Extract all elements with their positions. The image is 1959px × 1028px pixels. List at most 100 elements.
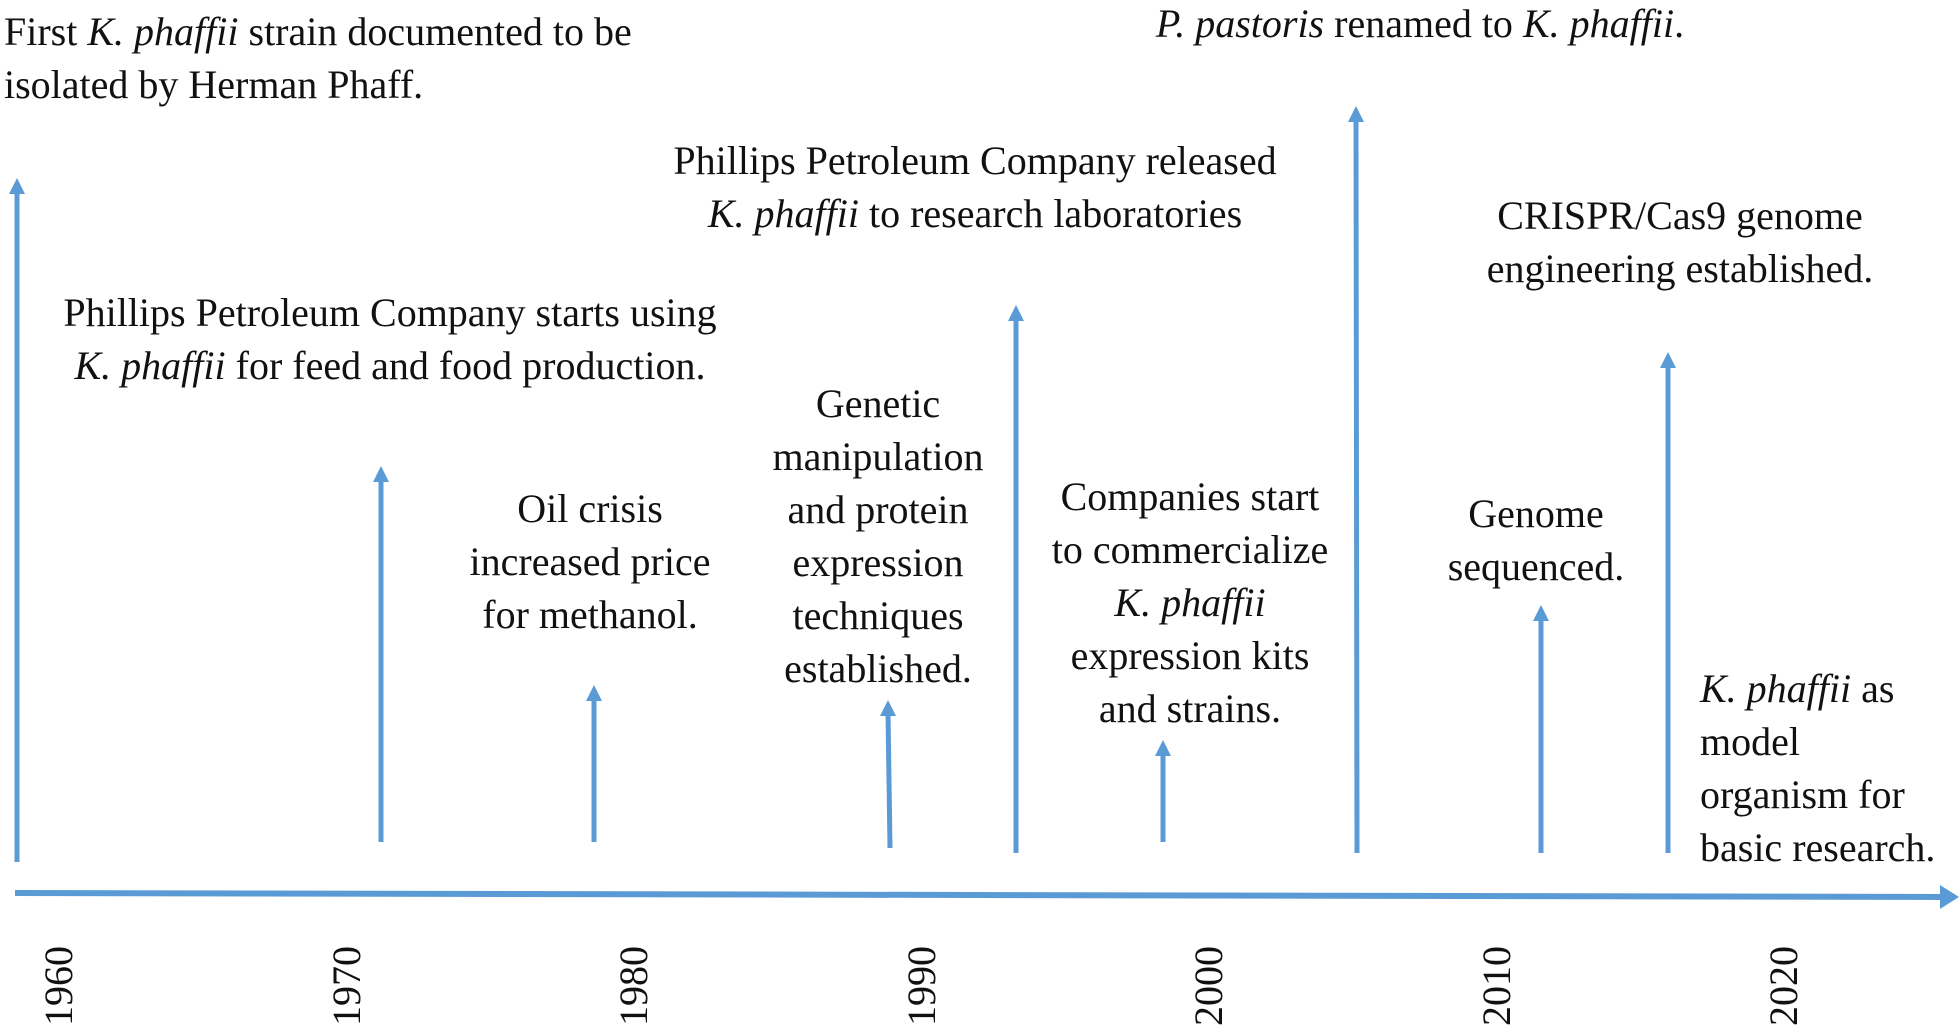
text-run: increased price bbox=[469, 539, 711, 584]
text-run: sequenced. bbox=[1447, 544, 1625, 589]
event-arrowhead-genetic-manipulation bbox=[880, 700, 896, 716]
event-arrow-genetic-manipulation bbox=[885, 711, 893, 849]
event-label-line: Companies start bbox=[1030, 470, 1350, 523]
event-arrowhead-renamed bbox=[1348, 106, 1364, 122]
event-label-line: to commercialize bbox=[1030, 523, 1350, 576]
text-run: Oil crisis bbox=[517, 486, 663, 531]
event-label-crispr: CRISPR/Cas9 genome engineering establishe… bbox=[1460, 189, 1900, 295]
event-label-line: K. phaffii to research laboratories bbox=[630, 187, 1320, 240]
text-run: organism for bbox=[1700, 772, 1905, 817]
year-label-1960: 1960 bbox=[36, 946, 81, 1026]
text-run: for methanol. bbox=[482, 592, 698, 637]
text-run: as bbox=[1851, 666, 1895, 711]
time-axis-arrowhead bbox=[1940, 885, 1959, 909]
text-run: established. bbox=[784, 646, 972, 691]
event-arrowhead-companies-commercialize bbox=[1155, 740, 1171, 756]
text-run: . bbox=[1674, 1, 1685, 46]
year-label-2010: 2010 bbox=[1474, 946, 1519, 1026]
event-arrowhead-oil-crisis bbox=[586, 685, 602, 701]
text-run: First bbox=[4, 9, 88, 54]
event-label-line: increased price bbox=[450, 535, 730, 588]
year-label-2000: 2000 bbox=[1186, 946, 1231, 1026]
text-run: techniques bbox=[792, 593, 964, 638]
event-arrowhead-phaff-isolation bbox=[9, 178, 25, 194]
event-label-phaff-isolation: First K. phaffii strain documented to be… bbox=[4, 5, 724, 111]
text-run: basic research. bbox=[1700, 825, 1936, 870]
italic-species-name: P. pastoris bbox=[1155, 1, 1325, 46]
event-label-line: K. phaffii as bbox=[1700, 662, 1950, 715]
event-label-line: First K. phaffii strain documented to be bbox=[4, 5, 724, 58]
year-label-1970: 1970 bbox=[324, 946, 369, 1026]
event-arrowhead-phillips-release bbox=[1008, 305, 1024, 321]
italic-species-name: K. phaffii bbox=[74, 343, 226, 388]
event-label-line: K. phaffii for feed and food production. bbox=[22, 339, 758, 392]
text-run: Genetic bbox=[815, 381, 941, 426]
event-label-line: Oil crisis bbox=[450, 482, 730, 535]
event-label-line: basic research. bbox=[1700, 821, 1950, 874]
event-label-renamed: P. pastoris renamed to K. phaffii. bbox=[1110, 0, 1730, 50]
text-run: Genome bbox=[1468, 491, 1604, 536]
event-label-line: and strains. bbox=[1030, 682, 1350, 735]
event-label-line: P. pastoris renamed to K. phaffii. bbox=[1110, 0, 1730, 50]
time-axis-line bbox=[14, 890, 1945, 900]
italic-species-name: K. phaffii bbox=[707, 191, 859, 236]
event-label-line: CRISPR/Cas9 genome bbox=[1460, 189, 1900, 242]
italic-species-name: K. phaffii bbox=[1114, 580, 1266, 625]
event-label-line: K. phaffii bbox=[1030, 576, 1350, 629]
text-run: expression bbox=[792, 540, 964, 585]
text-run: for feed and food production. bbox=[225, 343, 706, 388]
event-arrowhead-genome-sequenced bbox=[1533, 605, 1549, 621]
event-arrowhead-crispr bbox=[1660, 352, 1676, 368]
event-arrow-renamed bbox=[1353, 117, 1360, 854]
text-run: Phillips Petroleum Company starts using bbox=[63, 290, 717, 335]
event-label-line: Genetic bbox=[748, 377, 1008, 430]
text-run: and strains. bbox=[1098, 686, 1282, 731]
italic-species-name: K. phaffii bbox=[1522, 1, 1675, 46]
event-label-phillips-feed: Phillips Petroleum Company starts using K… bbox=[22, 286, 758, 392]
text-run: manipulation bbox=[772, 434, 984, 479]
event-label-line: Genome bbox=[1396, 487, 1676, 540]
event-label-line: expression kits bbox=[1030, 629, 1350, 682]
italic-species-name: K. phaffii bbox=[1700, 666, 1852, 711]
event-label-line: established. bbox=[748, 642, 1008, 695]
time-axis bbox=[14, 885, 1959, 909]
text-run: expression kits bbox=[1070, 633, 1310, 678]
event-label-genome-sequenced: Genome sequenced. bbox=[1396, 487, 1676, 593]
italic-species-name: K. phaffii bbox=[87, 9, 239, 54]
year-label-1980: 1980 bbox=[611, 946, 656, 1026]
text-run: Companies start bbox=[1060, 474, 1320, 519]
text-run: strain documented to be bbox=[238, 9, 632, 54]
text-run: isolated by Herman Phaff. bbox=[4, 62, 424, 107]
text-run: engineering established. bbox=[1486, 246, 1874, 291]
text-run: and protein bbox=[787, 487, 969, 532]
event-label-line: and protein bbox=[748, 483, 1008, 536]
event-label-line: sequenced. bbox=[1396, 540, 1676, 593]
event-label-genetic-manipulation: Genetic manipulation and protein expression… bbox=[748, 377, 1008, 695]
event-label-line: Phillips Petroleum Company starts using bbox=[22, 286, 758, 339]
text-run: Phillips Petroleum Company released bbox=[673, 138, 1277, 183]
text-run: renamed to bbox=[1324, 1, 1523, 46]
text-run: model bbox=[1700, 719, 1800, 764]
event-label-line: organism for bbox=[1700, 768, 1950, 821]
event-label-companies-commercialize: Companies start to commercialize K. phaffi… bbox=[1030, 470, 1350, 735]
event-arrows bbox=[9, 106, 1676, 862]
event-label-line: techniques bbox=[748, 589, 1008, 642]
event-arrowhead-phillips-feed bbox=[373, 466, 389, 482]
event-label-model-organism: K. phaffii as model organism for basic rese… bbox=[1700, 662, 1950, 874]
text-run: to commercialize bbox=[1051, 527, 1329, 572]
event-label-oil-crisis: Oil crisis increased price for methanol. bbox=[450, 482, 730, 641]
text-run: CRISPR/Cas9 genome bbox=[1497, 193, 1863, 238]
event-label-line: for methanol. bbox=[450, 588, 730, 641]
event-label-line: Phillips Petroleum Company released bbox=[630, 134, 1320, 187]
event-label-phillips-release: Phillips Petroleum Company released K. ph… bbox=[630, 134, 1320, 240]
event-label-line: manipulation bbox=[748, 430, 1008, 483]
year-label-1990: 1990 bbox=[899, 946, 944, 1026]
year-label-2020: 2020 bbox=[1761, 946, 1806, 1026]
text-run: to research laboratories bbox=[858, 191, 1243, 236]
event-label-line: engineering established. bbox=[1460, 242, 1900, 295]
event-label-line: isolated by Herman Phaff. bbox=[4, 58, 724, 111]
event-label-line: expression bbox=[748, 536, 1008, 589]
event-label-line: model bbox=[1700, 715, 1950, 768]
